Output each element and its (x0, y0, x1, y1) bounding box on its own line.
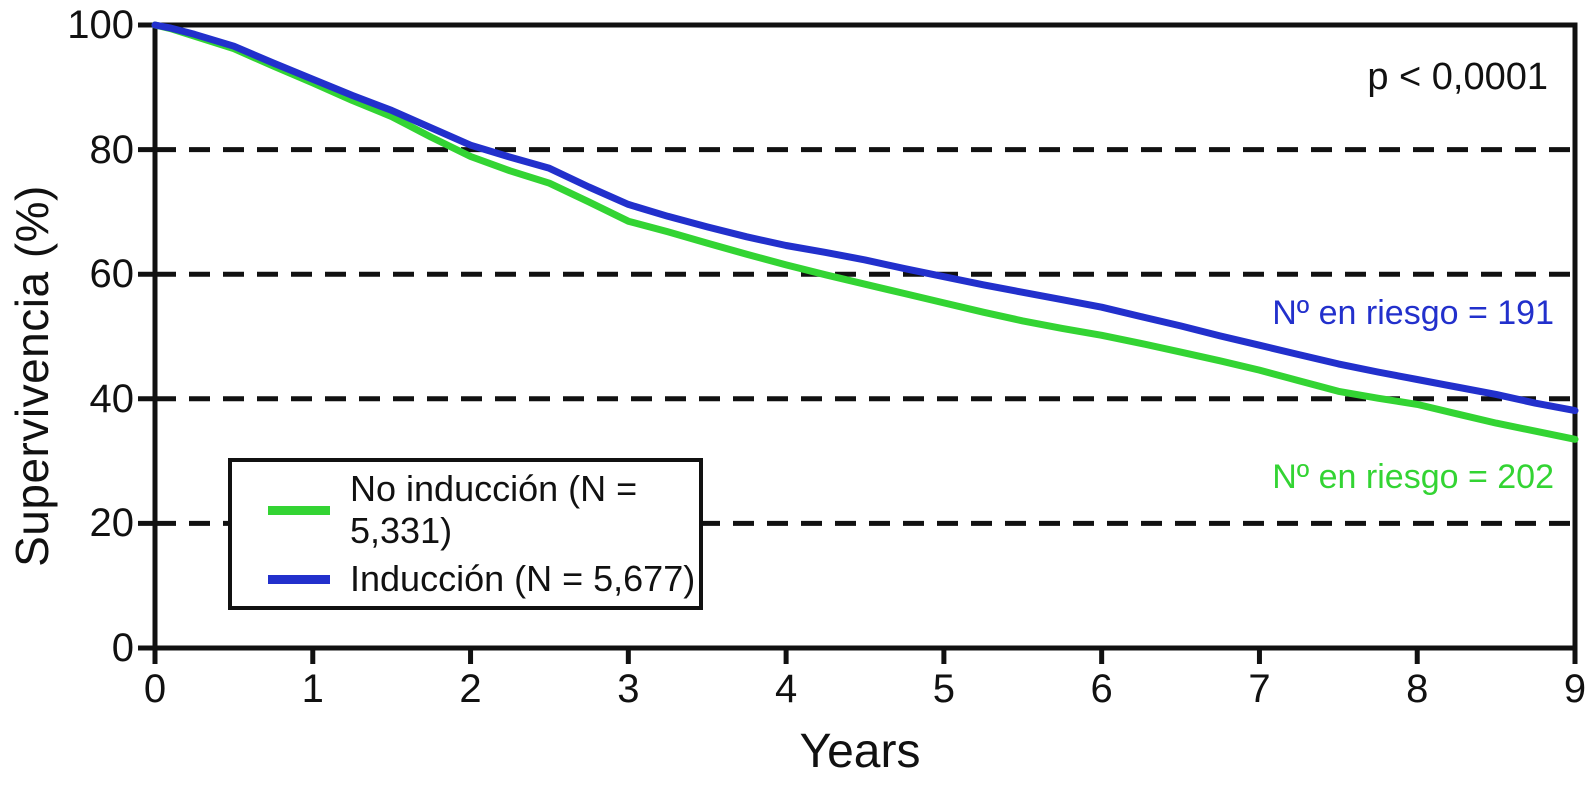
legend-label-induccion: Inducción (N = 5,677) (350, 558, 696, 599)
legend-item-induccion: Inducción (N = 5,677) (268, 558, 699, 600)
x-tick-label-6: 6 (1090, 667, 1113, 711)
y-tick-label-60: 60 (89, 252, 135, 297)
legend-label-no-induccion: No inducción (N = 5,331) (350, 468, 638, 551)
legend-box: No inducción (N = 5,331) Inducción (N = … (228, 458, 703, 610)
curve-induccion (151, 21, 1579, 415)
legend-item-no-induccion: No inducción (N = 5,331) (268, 468, 699, 552)
x-tick-label-5: 5 (932, 667, 955, 711)
x-tick-label-0: 0 (143, 667, 167, 711)
y-tick-label-80: 80 (89, 127, 135, 172)
x-tick-label-2: 2 (459, 667, 482, 711)
curve-no-induccion (151, 21, 1579, 443)
x-tick-label-3: 3 (617, 667, 640, 711)
y-tick-label-40: 40 (89, 376, 135, 421)
x-axis-title: Years (799, 725, 921, 778)
legend-swatch-blue-line (268, 574, 330, 584)
x-tick-label-8: 8 (1406, 667, 1429, 711)
y-tick-label-0: 0 (111, 626, 134, 670)
p-value-annotation: p < 0,0001 (1367, 56, 1548, 98)
x-tick-label-4: 4 (774, 667, 798, 711)
legend-swatch-green-line (268, 505, 330, 515)
at-risk-label-induccion: Nº en riesgo = 191 (1272, 294, 1554, 332)
x-tick-label-7: 7 (1248, 667, 1271, 711)
plot-frame (152, 22, 1578, 651)
x-tick-label-1: 1 (301, 667, 324, 711)
x-tick-label-9: 9 (1563, 667, 1587, 711)
at-risk-label-no-induccion: Nº en riesgo = 202 (1272, 458, 1554, 496)
y-tick-label-20: 20 (89, 501, 135, 546)
y-tick-label-100: 100 (67, 3, 134, 47)
